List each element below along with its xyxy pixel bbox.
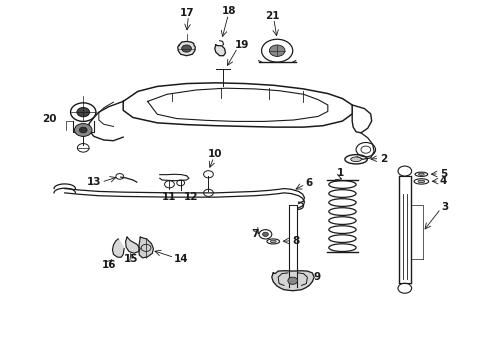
Text: 11: 11 [162, 192, 176, 202]
Text: 9: 9 [313, 272, 320, 282]
Text: 5: 5 [440, 169, 447, 179]
Polygon shape [113, 239, 124, 257]
Polygon shape [178, 41, 196, 56]
Text: 6: 6 [306, 178, 313, 188]
Polygon shape [272, 271, 314, 291]
Text: 1: 1 [337, 168, 344, 178]
Text: 16: 16 [101, 260, 116, 270]
Text: 21: 21 [266, 11, 280, 21]
Text: 19: 19 [234, 40, 249, 50]
Circle shape [79, 127, 87, 133]
Circle shape [288, 277, 297, 284]
Circle shape [74, 123, 92, 136]
Text: 3: 3 [441, 202, 448, 212]
Text: 8: 8 [293, 236, 300, 246]
Text: 17: 17 [180, 8, 195, 18]
Polygon shape [215, 45, 225, 56]
Circle shape [270, 45, 285, 57]
Text: 13: 13 [87, 177, 101, 187]
Polygon shape [139, 237, 153, 258]
Text: 10: 10 [208, 149, 222, 159]
Text: 14: 14 [173, 254, 188, 264]
Text: 4: 4 [440, 176, 447, 186]
Text: 2: 2 [380, 154, 388, 163]
Circle shape [263, 232, 269, 237]
Ellipse shape [351, 157, 362, 162]
Text: 15: 15 [124, 253, 139, 264]
Text: 20: 20 [42, 113, 56, 123]
Ellipse shape [418, 173, 424, 175]
Circle shape [77, 108, 90, 117]
Ellipse shape [418, 180, 425, 183]
Text: 18: 18 [222, 6, 237, 17]
Text: 7: 7 [251, 229, 258, 239]
Text: 12: 12 [184, 192, 198, 202]
Circle shape [182, 45, 192, 52]
Polygon shape [125, 237, 140, 253]
Ellipse shape [270, 240, 276, 243]
